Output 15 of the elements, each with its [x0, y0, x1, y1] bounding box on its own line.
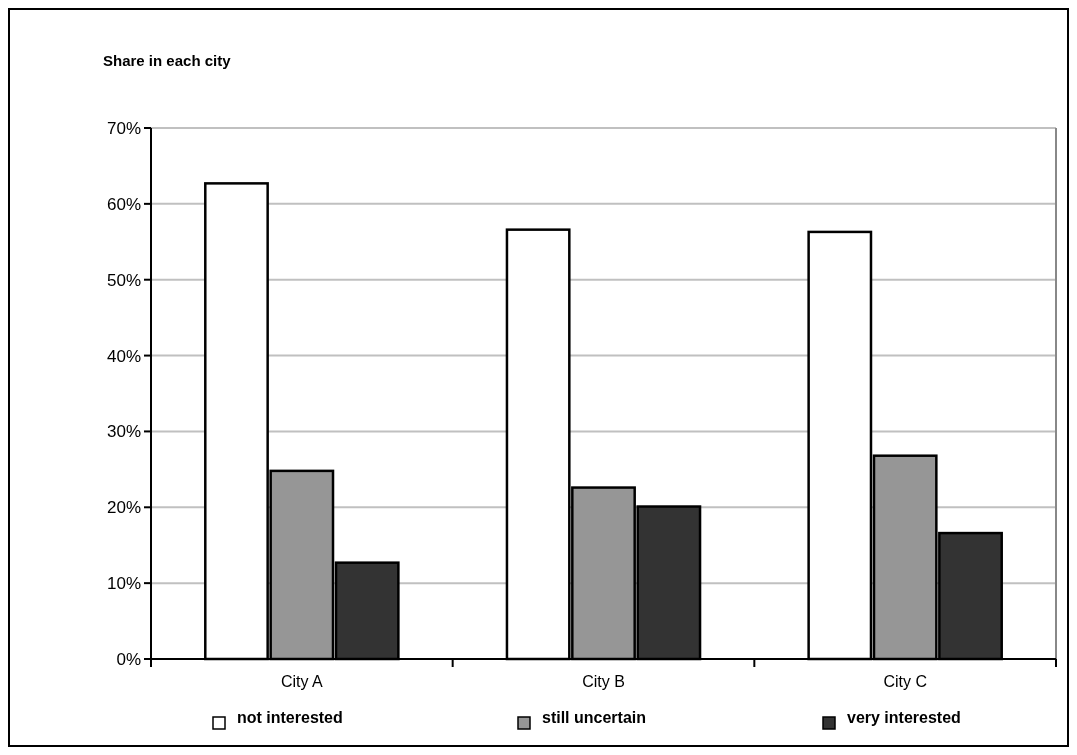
y-tick-label: 70% [106, 118, 141, 138]
x-tick-label: City C [883, 673, 927, 690]
y-tick-label: 60% [106, 194, 141, 214]
y-tick-label: 0% [116, 649, 141, 669]
x-tick-label: City B [582, 673, 625, 690]
y-tick-label: 10% [106, 574, 141, 594]
legend-label: still uncertain [542, 709, 647, 726]
chart-title: Share in each city [103, 52, 232, 69]
legend-label: very interested [847, 709, 961, 726]
y-tick-label: 50% [106, 270, 141, 290]
x-tick-label: City A [280, 673, 324, 690]
y-tick-label: 30% [106, 422, 141, 442]
legend-label: not interested [237, 709, 343, 726]
y-tick-label: 20% [106, 498, 141, 518]
y-tick-label: 40% [106, 346, 141, 366]
